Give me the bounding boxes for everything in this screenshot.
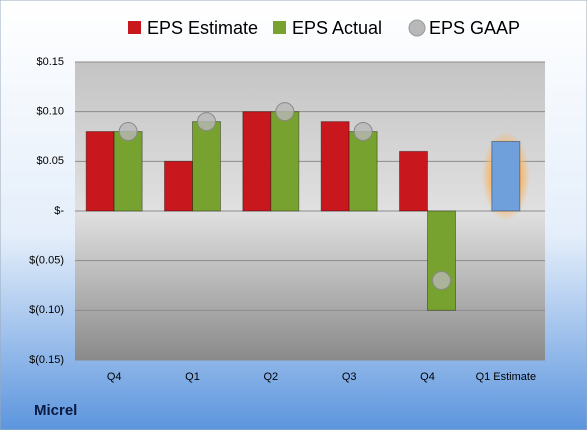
legend-marker <box>128 21 141 34</box>
bar <box>320 121 350 212</box>
y-tick-label: $(0.05) <box>29 255 64 267</box>
x-tick-label: Q4 <box>420 371 435 383</box>
y-tick-label: $0.15 <box>36 56 64 68</box>
bar <box>85 131 115 212</box>
gaap-marker <box>118 122 138 142</box>
legend-label: EPS Estimate <box>147 18 258 38</box>
bar <box>427 210 456 311</box>
gaap-marker <box>432 271 451 291</box>
x-tick-label: Q1 Estimate <box>476 371 537 383</box>
legend-marker <box>273 21 286 34</box>
y-tick-label: $(0.15) <box>29 354 64 366</box>
bar <box>399 150 428 212</box>
x-tick-label: Q3 <box>342 371 357 383</box>
bar <box>242 111 272 212</box>
y-tick-label: $- <box>54 205 64 217</box>
company-name: Micrel <box>34 402 77 419</box>
legend-marker <box>408 19 426 37</box>
gaap-marker <box>275 102 295 122</box>
y-tick-label: $0.05 <box>36 155 64 167</box>
x-tick-label: Q4 <box>107 371 122 383</box>
y-tick-label: $(0.10) <box>29 304 64 316</box>
bar <box>491 140 521 212</box>
legend-label: EPS Actual <box>292 18 382 38</box>
y-tick-label: $0.10 <box>36 106 64 118</box>
gaap-marker <box>197 112 216 132</box>
bar <box>113 131 143 212</box>
gaap-marker <box>353 122 373 142</box>
bar <box>164 160 193 212</box>
legend-label: EPS GAAP <box>429 18 520 38</box>
bar <box>192 121 221 212</box>
x-tick-label: Q2 <box>263 371 278 383</box>
bar <box>348 131 378 212</box>
x-tick-label: Q1 <box>185 371 200 383</box>
bar <box>270 111 300 212</box>
